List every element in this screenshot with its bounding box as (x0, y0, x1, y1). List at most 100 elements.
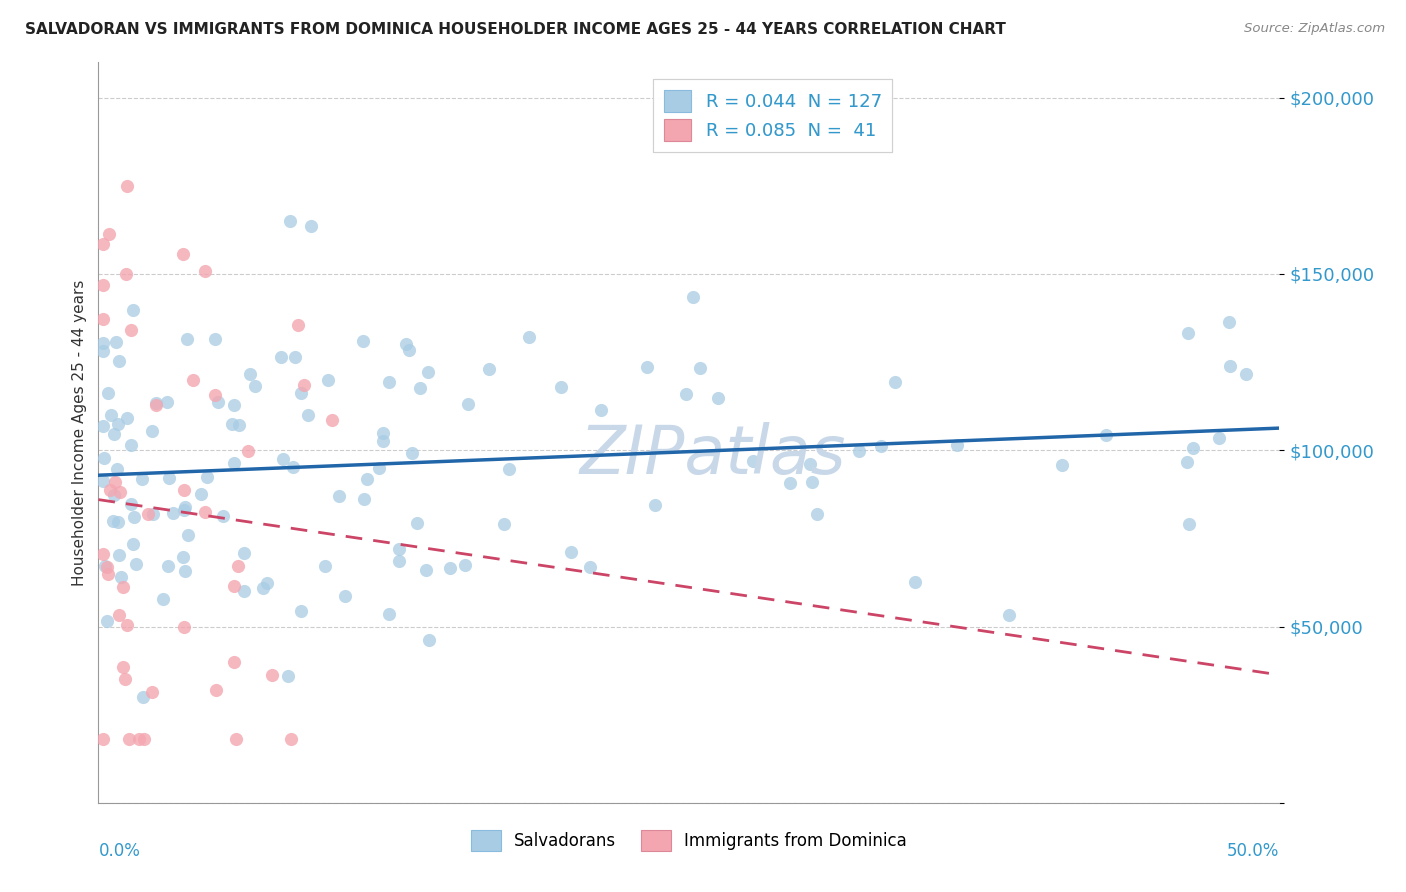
Point (94, 558, 117, 573)
Point (204, 332, 226, 346)
Point (368, 460, 391, 475)
Point (120, 497, 142, 511)
Point (91, 419, 114, 434)
Point (578, 560, 600, 574)
Point (388, 542, 411, 557)
Point (110, 570, 132, 584)
Point (173, 503, 195, 517)
Point (243, 379, 266, 393)
Point (290, 605, 312, 619)
Point (271, 452, 294, 467)
Point (221, 417, 243, 432)
Point (132, 690, 155, 704)
Point (91, 732, 114, 747)
Point (280, 732, 302, 747)
Point (299, 219, 322, 233)
Point (93, 547, 115, 561)
Point (100, 483, 122, 498)
Point (118, 732, 141, 747)
Point (848, 444, 870, 458)
Point (946, 437, 969, 451)
Point (136, 508, 159, 522)
Point (252, 582, 274, 596)
Point (172, 550, 194, 565)
Text: ZIPatlas: ZIPatlas (579, 422, 846, 488)
Point (232, 546, 254, 560)
Point (104, 475, 127, 490)
Point (100, 408, 122, 422)
Point (371, 434, 394, 449)
Point (492, 517, 515, 532)
Point (141, 685, 163, 699)
Point (97, 566, 120, 581)
Point (292, 378, 315, 392)
Point (278, 214, 301, 228)
Point (222, 579, 245, 593)
Point (457, 397, 479, 411)
Point (108, 354, 131, 368)
Point (132, 732, 155, 747)
Point (779, 476, 801, 491)
Point (439, 561, 461, 575)
Point (115, 410, 138, 425)
Point (498, 462, 520, 476)
Point (1178, 516, 1201, 531)
Point (97, 385, 120, 400)
Point (112, 580, 135, 594)
Point (101, 514, 124, 528)
Point (91, 311, 114, 326)
Point (560, 545, 582, 559)
Point (418, 365, 440, 379)
Point (378, 607, 401, 621)
Point (174, 564, 197, 578)
Point (550, 380, 572, 394)
Point (131, 472, 153, 486)
Point (128, 732, 150, 747)
Point (290, 385, 312, 400)
Point (120, 323, 142, 337)
Point (91, 474, 114, 488)
Point (1050, 458, 1073, 473)
Point (173, 483, 195, 498)
Point (316, 373, 339, 387)
Point (333, 589, 356, 603)
Point (156, 395, 179, 409)
Point (314, 559, 336, 574)
Point (262, 668, 284, 682)
Point (114, 268, 136, 282)
Point (401, 445, 423, 459)
Point (454, 558, 477, 573)
Point (173, 620, 195, 634)
Point (124, 557, 146, 571)
Point (644, 498, 666, 512)
Point (224, 398, 246, 412)
Point (157, 471, 180, 485)
Point (190, 486, 212, 500)
Point (904, 574, 927, 589)
Point (114, 672, 136, 686)
Point (91, 343, 114, 358)
Point (884, 376, 907, 390)
Point (222, 655, 245, 669)
Point (91, 335, 114, 350)
Point (998, 607, 1021, 622)
Point (107, 417, 129, 431)
Point (418, 632, 440, 647)
Point (415, 563, 437, 577)
Point (122, 510, 145, 524)
Point (108, 485, 131, 500)
Point (181, 373, 204, 387)
Point (204, 388, 226, 402)
Point (517, 330, 540, 344)
Point (742, 454, 765, 468)
Point (388, 554, 411, 568)
Point (239, 367, 262, 381)
Point (636, 360, 658, 375)
Point (277, 669, 299, 683)
Text: 0.0%: 0.0% (98, 842, 141, 860)
Point (115, 178, 138, 193)
Point (98, 227, 121, 241)
Point (1218, 315, 1240, 329)
Point (1095, 428, 1118, 442)
Point (173, 500, 195, 514)
